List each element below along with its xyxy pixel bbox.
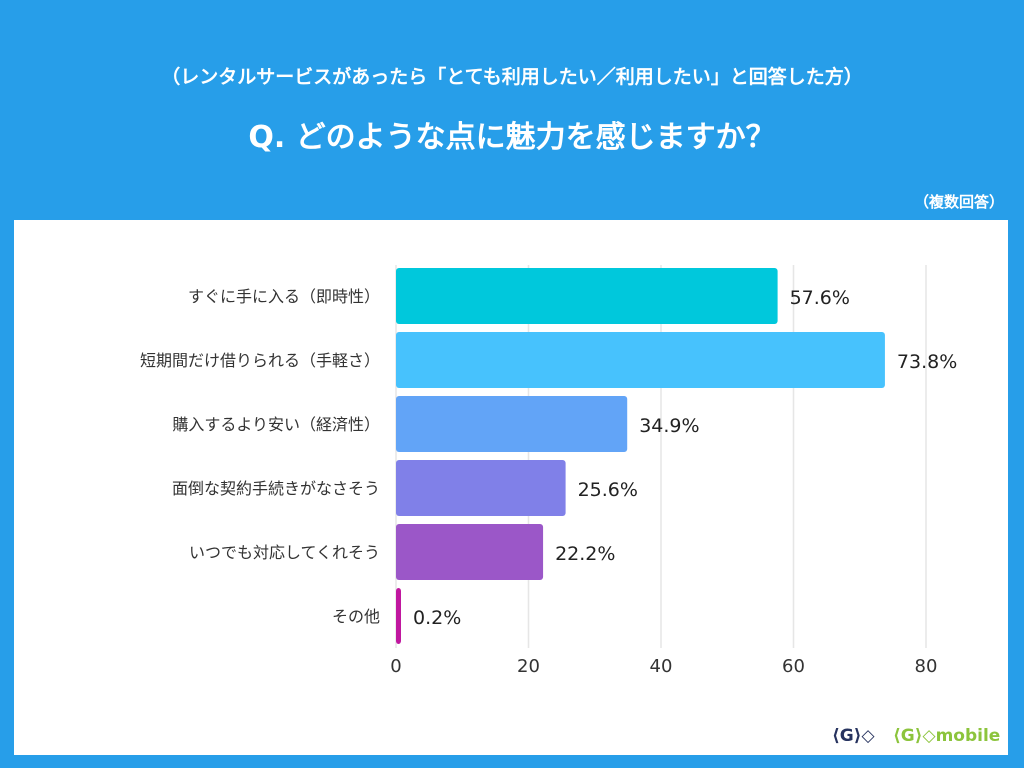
bar <box>396 588 401 644</box>
category-label: いつでも対応してくれそう <box>189 543 380 562</box>
category-label: すぐに手に入る（即時性） <box>188 287 380 306</box>
data-label: 34.9% <box>639 415 699 437</box>
page-title: Q. どのような点に魅力を感じますか？ <box>248 120 776 155</box>
geo-logo: ⟨G⟩◇ <box>832 726 875 746</box>
x-tick-label: 60 <box>782 656 805 677</box>
data-label: 73.8% <box>897 351 957 373</box>
subtitle: （レンタルサービスがあったら「とても利用したい／利用したい」と回答した方） <box>161 66 863 88</box>
x-tick-label: 0 <box>390 656 401 677</box>
bar <box>396 460 566 516</box>
data-label: 57.6% <box>790 287 850 309</box>
x-tick-label: 20 <box>517 656 540 677</box>
category-label: その他 <box>332 607 380 626</box>
category-label: 購入するより安い（経済性） <box>172 415 380 434</box>
multiple-answer-note: （複数回答） <box>913 193 1004 211</box>
data-label: 0.2% <box>413 607 461 629</box>
x-tick-label: 40 <box>650 656 673 677</box>
geo-mobile-logo: ⟨G⟩◇mobile <box>893 726 1001 746</box>
category-label: 面倒な契約手続きがなさそう <box>172 479 380 498</box>
data-label: 22.2% <box>555 543 615 565</box>
category-label: 短期間だけ借りられる（手軽さ） <box>140 351 380 370</box>
bar <box>396 268 778 324</box>
data-label: 25.6% <box>578 479 638 501</box>
bar <box>396 332 885 388</box>
bar <box>396 396 628 452</box>
bar <box>396 524 544 580</box>
x-tick-label: 80 <box>915 656 938 677</box>
